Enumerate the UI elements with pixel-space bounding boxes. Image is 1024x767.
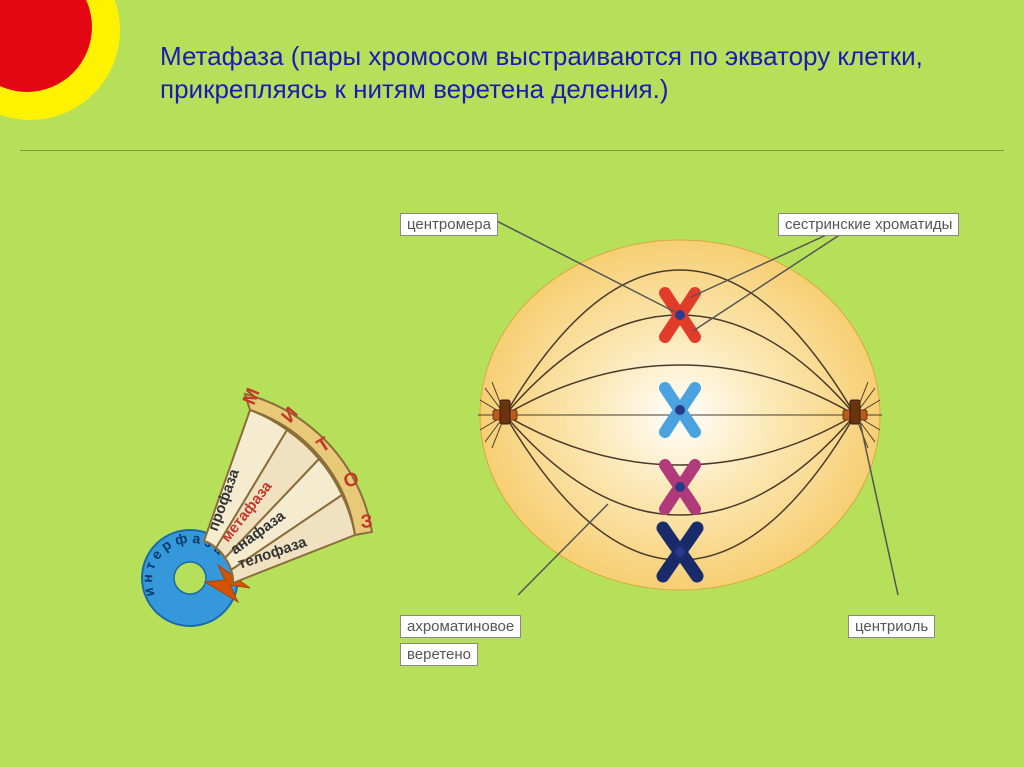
label-centromere: центромера [400,213,498,236]
label-achromatic-1: ахроматиновое [400,615,521,638]
label-sister-chromatids: сестринские хроматиды [778,213,959,236]
label-centriole: центриоль [848,615,935,638]
diagram-area: центромера сестринские хроматиды ахромат… [0,160,1024,767]
svg-text:З: З [360,511,373,533]
phase-fan-diagram: и н т е р ф а з а М И Т О З профаза [110,360,390,640]
cell-diagram [430,200,930,630]
slide-title: Метафаза (пары хромосом выстраиваются по… [160,40,944,105]
interphase-center [174,562,206,594]
title-underline [20,150,1004,151]
label-achromatic-2: веретено [400,643,478,666]
